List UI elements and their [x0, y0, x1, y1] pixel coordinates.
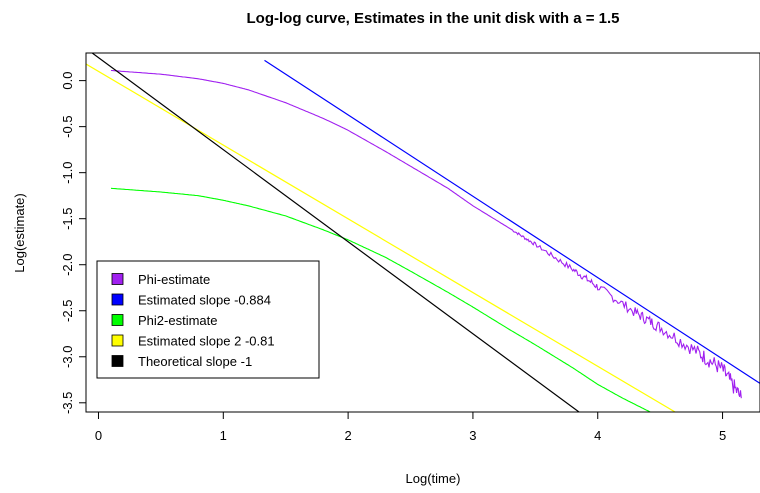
y-axis: 0.0 -0.5 -1.0 -1.5 -2.0 -2.5 -3.0 -3.5: [60, 72, 86, 414]
legend-label: Estimated slope -0.884: [138, 293, 271, 308]
y-tick-label: -3.0: [60, 346, 75, 368]
legend-swatch: [111, 273, 124, 285]
y-tick-label: -1.5: [60, 207, 75, 229]
legend-label: Phi2-estimate: [138, 313, 217, 328]
series-line-estimated-slope-0-884-1: [264, 59, 760, 384]
y-tick-label: -0.5: [60, 115, 75, 137]
series-line-theoretical-slope-1-4: [91, 53, 580, 412]
y-tick-label: -2.0: [60, 254, 75, 276]
x-tick-label: 1: [220, 428, 227, 443]
legend-box: [96, 260, 320, 379]
y-tick-label: -3.5: [60, 392, 75, 414]
legend-label: Theoretical slope -1: [138, 354, 252, 369]
legend: Phi-estimate Estimated slope -0.884 Phi2-e…: [96, 260, 320, 379]
series-layer: [86, 53, 760, 412]
x-tick-label: 5: [719, 428, 726, 443]
x-axis: 0 1 2 3 4 5: [95, 412, 726, 443]
chart-title: Log-log curve, Estimates in the unit dis…: [247, 10, 620, 27]
legend-swatch: [111, 355, 124, 367]
y-tick-label: 0.0: [60, 72, 75, 90]
legend-swatch: [111, 334, 124, 347]
series-line-phi2-estimate-2: [110, 187, 651, 412]
y-axis-label: Log(estimate): [12, 193, 27, 272]
y-tick-label: -1.0: [60, 161, 75, 183]
legend-label: Phi-estimate: [138, 272, 210, 287]
series-line-phi-estimate-0: [110, 69, 742, 399]
series-line-estimated-slope-2-0-81-3: [86, 63, 676, 412]
legend-swatch: [111, 314, 124, 326]
x-tick-label: 4: [594, 428, 601, 443]
plot-frame: [85, 52, 760, 413]
legend-swatch: [111, 293, 124, 306]
x-tick-label: 3: [469, 428, 476, 443]
x-axis-label: Log(time): [406, 471, 461, 486]
legend-label: Estimated slope 2 -0.81: [138, 334, 275, 349]
x-tick-label: 0: [95, 428, 102, 443]
x-tick-label: 2: [344, 428, 351, 443]
y-tick-label: -2.5: [60, 300, 75, 322]
